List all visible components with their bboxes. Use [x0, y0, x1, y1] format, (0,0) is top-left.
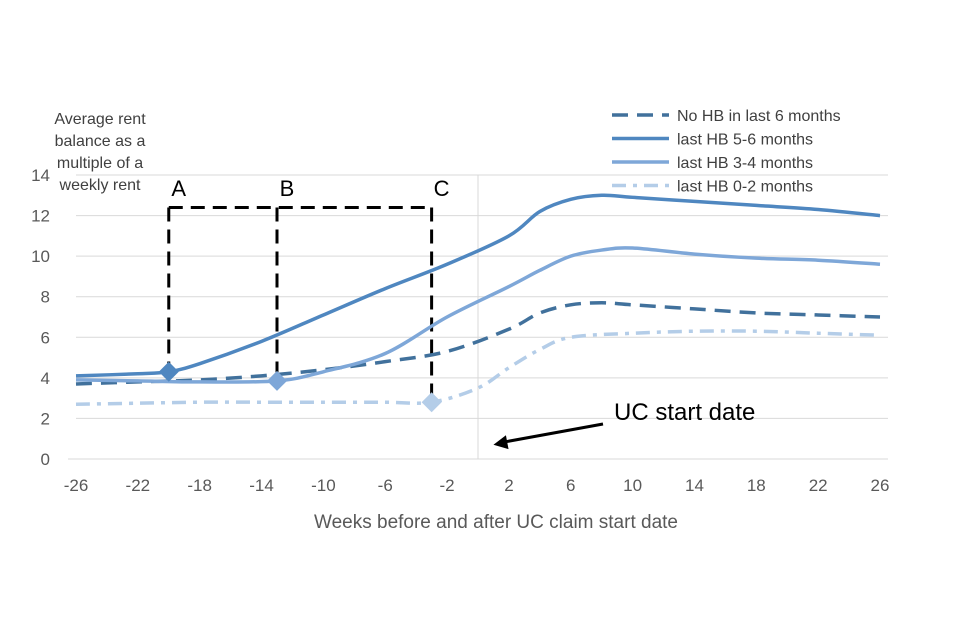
y-axis-label: Average rent balance as a multiple of a wee… [54, 111, 146, 194]
x-tick-label: -22 [126, 476, 151, 495]
marker-label-C: C [434, 176, 450, 201]
series-line-4 [75, 329, 881, 406]
y-tick-label: 8 [41, 288, 50, 307]
series-line-3 [75, 246, 881, 384]
legend-label-3: last HB 3-4 months [677, 155, 813, 172]
y-tick-label: 0 [41, 450, 50, 469]
annotation: UC start date [493, 399, 755, 450]
y-tick-label: 4 [41, 369, 50, 388]
x-tick-label: -10 [311, 476, 336, 495]
x-axis-label: Weeks before and after UC claim start da… [314, 512, 678, 533]
legend-label-2: last HB 5-6 months [677, 132, 813, 149]
chart-grid [76, 174, 888, 459]
x-tick-label: 10 [623, 476, 642, 495]
y-tick-label: 10 [31, 247, 50, 266]
series-lines [75, 193, 881, 406]
y-tick-label: 12 [31, 207, 50, 226]
annotation-label: UC start date [614, 399, 755, 426]
marker-A [158, 361, 179, 382]
x-tick-label: 2 [504, 476, 513, 495]
x-tick-label: -14 [249, 476, 274, 495]
x-tick-label: 6 [566, 476, 575, 495]
x-tick-label: -18 [187, 476, 212, 495]
series-line-2 [75, 193, 881, 378]
x-tick-label: 14 [685, 476, 704, 495]
y-axis-label-line: Average rent [54, 111, 146, 128]
milestone-markers: A B C [158, 176, 450, 413]
y-axis-label-line: multiple of a [57, 155, 143, 172]
x-tick-label: 18 [747, 476, 766, 495]
x-tick-label: 26 [871, 476, 890, 495]
legend: No HB in last 6 months last HB 5-6 months… [612, 108, 841, 196]
legend-label-1: No HB in last 6 months [677, 108, 841, 125]
x-tick-label: 22 [809, 476, 828, 495]
x-axis-label-group: Weeks before and after UC claim start da… [314, 512, 678, 533]
marker-C [421, 392, 442, 413]
x-tick-label: -6 [378, 476, 393, 495]
series-line-1 [75, 301, 881, 386]
y-axis-label-line: weekly rent [59, 177, 141, 194]
y-tick-label: 2 [41, 409, 50, 428]
annotation-arrow-head [493, 435, 509, 450]
marker-label-A: A [171, 176, 186, 201]
x-tick-label: -26 [64, 476, 89, 495]
legend-label-4: last HB 0-2 months [677, 179, 813, 196]
y-axis-label-line: balance as a [55, 133, 146, 150]
x-tick-label: -2 [440, 476, 455, 495]
y-tick-label: 14 [31, 166, 50, 185]
marker-label-B: B [280, 176, 295, 201]
annotation-arrow-shaft [505, 422, 604, 444]
milestone-bracket [167, 205, 434, 397]
y-tick-label: 6 [41, 328, 50, 347]
marker-B [267, 370, 287, 391]
